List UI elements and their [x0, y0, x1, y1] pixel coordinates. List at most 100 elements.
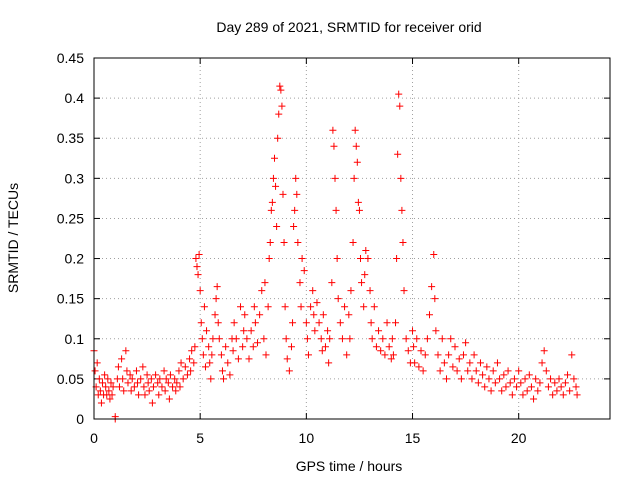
data-point	[440, 359, 448, 367]
data-point	[132, 367, 140, 375]
y-tick-label: 0.35	[57, 130, 84, 146]
data-point	[143, 371, 151, 379]
data-point	[397, 174, 405, 182]
data-point	[496, 375, 504, 383]
data-point	[540, 347, 548, 355]
data-point	[489, 367, 497, 375]
data-point	[324, 327, 332, 335]
chart-title: Day 289 of 2021, SRMTID for receiver ori…	[216, 19, 481, 35]
data-point	[264, 303, 272, 311]
data-point	[107, 379, 115, 387]
data-point	[472, 367, 480, 375]
data-point	[419, 367, 427, 375]
data-point	[282, 335, 290, 343]
data-point	[119, 375, 127, 383]
data-point	[224, 359, 232, 367]
data-point	[544, 383, 552, 391]
data-point	[193, 263, 201, 271]
data-point	[449, 363, 457, 371]
data-point	[250, 303, 258, 311]
data-point	[549, 391, 557, 399]
data-point	[334, 295, 342, 303]
data-point	[98, 379, 106, 387]
data-point	[445, 351, 453, 359]
data-point	[285, 367, 293, 375]
data-point	[289, 319, 297, 327]
data-point	[127, 387, 135, 395]
data-point	[559, 391, 567, 399]
data-point	[345, 311, 353, 319]
data-point	[139, 363, 147, 371]
data-point	[372, 343, 380, 351]
data-point	[91, 367, 99, 375]
data-point	[415, 363, 423, 371]
data-point	[523, 387, 531, 395]
data-point	[317, 335, 325, 343]
data-point	[466, 359, 474, 367]
data-point	[321, 343, 329, 351]
data-point	[375, 327, 383, 335]
data-point	[304, 351, 312, 359]
data-point	[530, 395, 538, 403]
data-point	[265, 255, 273, 263]
data-point	[409, 327, 417, 335]
data-point	[483, 363, 491, 371]
data-point	[154, 379, 162, 387]
data-point	[394, 150, 402, 158]
y-tick-label: 0.15	[57, 291, 84, 307]
data-point	[179, 375, 187, 383]
data-point	[200, 303, 208, 311]
data-point	[275, 110, 283, 118]
data-point	[277, 86, 285, 94]
data-point	[196, 287, 204, 295]
data-point	[527, 383, 535, 391]
data-point	[183, 371, 191, 379]
data-point	[479, 371, 487, 379]
data-point	[311, 327, 319, 335]
data-point	[186, 355, 194, 363]
data-point	[266, 239, 274, 247]
data-point	[326, 335, 334, 343]
data-point	[298, 255, 306, 263]
data-point	[570, 375, 578, 383]
data-point	[162, 375, 170, 383]
plot-frame	[93, 57, 611, 420]
data-point	[536, 379, 544, 387]
data-point	[152, 371, 160, 379]
data-point	[97, 399, 105, 407]
data-point	[278, 102, 286, 110]
data-point	[302, 319, 310, 327]
data-point	[457, 375, 465, 383]
data-point	[190, 359, 198, 367]
data-point	[343, 351, 351, 359]
data-point	[504, 367, 512, 375]
data-point	[145, 387, 153, 395]
data-point	[209, 335, 217, 343]
data-point	[104, 375, 112, 383]
data-point	[147, 375, 155, 383]
data-point	[124, 379, 132, 387]
data-point	[194, 271, 202, 279]
data-point	[105, 387, 113, 395]
data-point	[566, 387, 574, 395]
data-point	[331, 174, 339, 182]
data-point	[428, 283, 436, 291]
data-point	[421, 351, 429, 359]
data-point	[273, 222, 281, 230]
data-point	[568, 351, 576, 359]
data-point	[199, 351, 207, 359]
data-point	[243, 335, 251, 343]
data-point	[165, 395, 173, 403]
data-point	[211, 311, 219, 319]
data-point	[379, 335, 387, 343]
x-tick-label: 5	[196, 430, 204, 446]
data-point	[368, 335, 376, 343]
data-point	[564, 371, 572, 379]
data-point	[239, 343, 247, 351]
data-point	[274, 134, 282, 142]
data-point	[267, 206, 275, 214]
y-tick-label: 0.3	[65, 170, 85, 186]
data-point	[287, 343, 295, 351]
data-point	[347, 287, 355, 295]
data-point	[213, 283, 221, 291]
